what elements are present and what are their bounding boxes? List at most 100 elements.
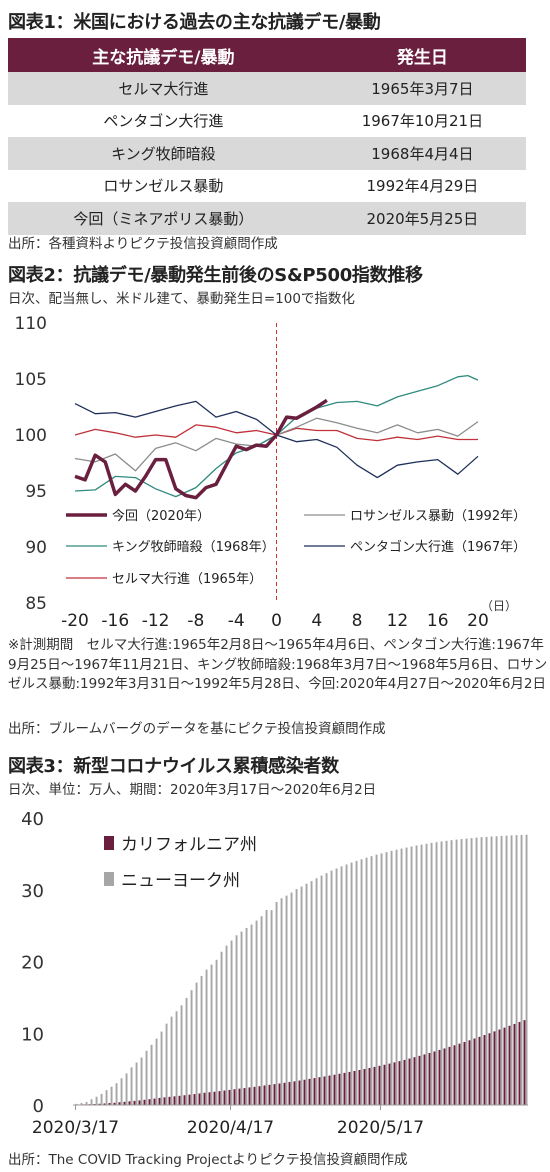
bar-california [268,1084,271,1105]
bar-california [363,1068,366,1105]
bar-california [523,1020,526,1105]
bar-newyork [425,843,428,1105]
bar-newyork [180,1005,183,1105]
x-tick-label: 2020/3/17 [32,1118,119,1138]
bar-california [318,1077,321,1105]
table-row: ロサンゼルス暴動 1992年4月29日 [8,169,526,202]
covid-bar-chart: 0 10 20 30 40 2020/3/17 2020/4/17 2020/5/17 カリフォ… [21,809,528,1138]
bar-newyork [175,1011,178,1105]
bar-california [333,1074,336,1105]
bar-california [103,1103,106,1105]
fig2-title: 図表2：抗議デモ/暴動発生前後のS&P500指数推移 [8,265,423,286]
bar-california [163,1097,166,1105]
bar-newyork [455,839,458,1105]
bar-california [483,1035,486,1105]
bar-california [458,1043,461,1105]
bar-california [168,1096,171,1105]
y-tick-label: 0 [33,1096,44,1117]
bar-california [448,1046,451,1105]
event-name: キング牧師暗殺 [8,137,319,170]
x-tick-label: 12 [387,611,409,631]
event-name: セルマ大行進 [8,72,319,105]
bar-newyork [235,935,238,1105]
bar-newyork [125,1073,128,1105]
bar-newyork [360,859,363,1105]
bar-newyork [370,856,373,1105]
bar-newyork [380,853,383,1105]
bar-newyork [390,850,393,1105]
bar-newyork [295,889,298,1105]
bar-california [338,1073,341,1105]
table-row: ペンタゴン大行進 1967年10月21日 [8,104,526,137]
bar-newyork [145,1050,148,1105]
bar-california [108,1103,111,1105]
x-tick-label: -12 [142,611,170,631]
bar-newyork [290,892,293,1105]
bar-california [493,1031,496,1105]
bar-newyork [340,866,343,1105]
table-row: 今回（ミネアポリス暴動） 2020年5月25日 [8,202,526,235]
x-tick-label: 20 [467,611,489,631]
bar-newyork [75,1103,78,1105]
legend-swatch [104,872,114,886]
bar-newyork [205,969,208,1105]
y-tick-label: 110 [15,314,47,334]
bar-california [468,1040,471,1105]
bar-newyork [320,875,323,1105]
bar-newyork [255,920,258,1105]
bar-california [128,1101,131,1105]
event-date: 2020年5月25日 [318,202,526,235]
bar-newyork [375,854,378,1105]
bar-california [443,1048,446,1105]
bar-california [293,1081,296,1105]
bar-california [438,1049,441,1105]
legend-label: カリフォルニア州 [121,835,257,855]
event-name: ロサンゼルス暴動 [8,169,319,202]
bar-newyork [155,1038,158,1105]
bar-california [308,1078,311,1105]
event-date: 1967年10月21日 [318,104,526,137]
bar-california [348,1071,351,1105]
bar-newyork [335,868,338,1105]
bar-newyork [395,849,398,1105]
bar-newyork [400,848,403,1105]
x-tick-label: -4 [228,611,245,631]
bar-california [203,1092,206,1105]
bar-newyork [385,852,388,1105]
x-tick-label: 8 [352,611,363,631]
bar-newyork [275,902,278,1105]
bar-newyork [225,945,228,1105]
legend-label: ロサンゼルス暴動（1992年） [350,509,526,524]
bar-newyork [510,835,513,1105]
y-tick-label: 40 [21,809,44,830]
bar-newyork [520,834,523,1105]
bar-california [428,1052,431,1105]
bar-california [218,1091,221,1105]
bar-california [273,1084,276,1105]
bar-newyork [190,990,193,1105]
bar-newyork [130,1067,133,1105]
fig2-source: 出所：ブルームバーグのデータを基にピクテ投信投資顧問作成 [8,721,386,737]
bar-newyork [505,835,508,1105]
bar-california [453,1045,456,1105]
bar-newyork [350,862,353,1105]
bar-newyork [230,940,233,1105]
fig3-subtitle: 日次、単位：万人、期間：2020年3月17日～2020年6月2日 [8,782,377,798]
bar-california [243,1088,246,1105]
y-tick-label: 10 [21,1024,44,1045]
y-tick-label: 105 [15,370,47,390]
bar-newyork [95,1096,98,1105]
bar-newyork [490,836,493,1105]
bar-california [518,1021,521,1105]
bar-california [283,1082,286,1105]
bar-newyork [120,1078,123,1105]
bar-newyork [470,838,473,1105]
bar-newyork [435,842,438,1105]
bar-california [378,1065,381,1105]
bar-california [188,1094,191,1105]
bar-california [113,1102,116,1105]
event-date: 1965年3月7日 [318,72,526,105]
x-unit-label: （日） [481,599,517,613]
fig1-source: 出所：各種資料よりピクテ投信投資顧問作成 [8,236,278,252]
bar-california [278,1083,281,1105]
